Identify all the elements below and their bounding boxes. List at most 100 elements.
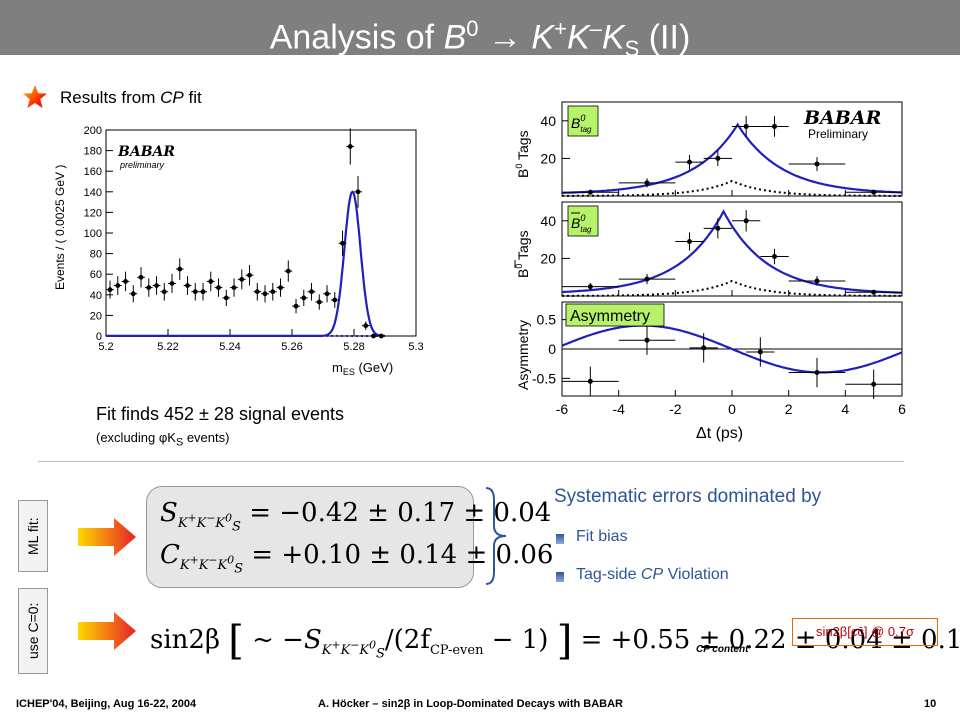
mid-ylabel: B0 Tags — [514, 230, 531, 278]
cp-content-note: CP content — [696, 644, 749, 655]
dt-xtick-label: -4 — [612, 401, 625, 417]
mes-data-point — [293, 303, 299, 309]
mes-xtick-label: 5.24 — [219, 341, 240, 353]
dt-xtick-label: -2 — [669, 401, 682, 417]
top-data-point — [687, 159, 692, 165]
mes-xlabel: mES (GeV) — [332, 360, 393, 377]
asym-data-point — [871, 381, 877, 387]
mid-fit-curve — [562, 209, 902, 294]
mes-data-point — [262, 291, 268, 297]
mid-data-point — [871, 289, 877, 295]
asym-ylabel: Asymmetry — [515, 320, 531, 390]
star-icon — [23, 85, 47, 108]
top-ytick-label: 40 — [540, 113, 556, 129]
asym-data-point — [757, 349, 763, 355]
sin2beta-charmonium-box: sin2β[cc̄] @ 0.7σ — [792, 618, 938, 646]
mes-ytick-label: 120 — [84, 207, 102, 219]
mid-data-point — [743, 218, 749, 224]
use-c0-label: use C=0: — [18, 588, 48, 674]
top-data-point — [715, 155, 721, 161]
mes-data-point — [363, 323, 369, 329]
mes-data-point — [146, 285, 152, 290]
mes-data-point — [378, 333, 384, 339]
fit-summary: Fit finds 452 ± 28 signal events — [96, 404, 345, 424]
top-ylabel: B0 Tags — [514, 130, 531, 178]
dt-xlabel: Δt (ps) — [696, 425, 743, 442]
mes-data-point — [231, 285, 237, 290]
mes-data-point — [169, 281, 175, 286]
mid-data-point — [644, 276, 650, 282]
asym-ytick-label: 0 — [548, 341, 556, 357]
babar-logo-sub: preliminary — [119, 160, 165, 170]
mes-ytick-label: 40 — [90, 290, 102, 302]
mes-data-point — [192, 289, 198, 295]
top-data-point — [871, 189, 877, 195]
deltat-chart: 20 40 20 40 0.5 0 -0.5-6 -4 -2 0 2 4 6 BABAR Prelimi… — [514, 101, 906, 442]
footer-author: A. Höcker – sin2β in Loop-Dominated Deca… — [318, 698, 623, 710]
top-data-point — [772, 123, 777, 129]
results-heading: Results from CP fit — [60, 88, 202, 107]
systematics-item-tag-side: Tag-side CP Violation — [576, 566, 729, 583]
mes-ytick-label: 140 — [84, 187, 102, 199]
mes-data-point — [347, 144, 353, 149]
fit-summary-note: (excluding φKS events) — [96, 430, 230, 449]
section-divider — [38, 461, 904, 462]
mes-data-point — [216, 285, 221, 290]
mes-data-point — [371, 333, 376, 339]
mid-background-curve — [562, 279, 902, 297]
mes-data-point — [154, 283, 159, 288]
top-fit-curve — [562, 122, 903, 194]
asym-data-point — [587, 378, 593, 384]
mes-data-point — [247, 272, 252, 278]
systematics-item-fit-bias: Fit bias — [576, 528, 628, 545]
mes-xtick-label: 5.2 — [98, 341, 113, 353]
mes-data-point — [316, 299, 322, 305]
tag-box-b0: B0 tag — [571, 113, 592, 134]
mes-data-point — [340, 240, 345, 246]
tag-box-b0bar: B0 tag — [571, 213, 592, 234]
sin2beta-equation: sin2β [ ~ −SK+K−K0S/(2fCP-even − 1) ] = … — [150, 618, 960, 664]
mes-data-point — [285, 268, 291, 274]
mes-data-point — [177, 266, 183, 272]
mes-data-point — [309, 289, 314, 295]
asym-data-point — [814, 370, 820, 375]
mes-data-point — [355, 189, 361, 195]
dt-xtick-label: 2 — [785, 401, 793, 417]
curly-brace — [485, 487, 507, 585]
bullet-icon-2 — [556, 572, 564, 582]
top-data-point — [587, 189, 593, 195]
mes-data-point — [115, 283, 121, 288]
asym-ytick-label: -0.5 — [532, 370, 556, 386]
mes-ytick-label: 100 — [84, 228, 102, 240]
mes-xtick-label: 5.3 — [408, 341, 423, 353]
ml-fit-label: ML fit: — [18, 500, 48, 572]
mes-data-point — [254, 289, 260, 295]
top-ytick-label: 20 — [540, 150, 556, 166]
mes-ytick-label: 80 — [90, 249, 102, 261]
mid-data-point — [687, 238, 692, 244]
dt-xtick-label: -6 — [556, 401, 569, 417]
dt-xtick-label: 4 — [841, 401, 849, 417]
mes-ytick-label: 160 — [84, 166, 102, 178]
top-background-curve — [562, 179, 902, 197]
mes-ytick-label: 60 — [90, 269, 102, 281]
babar-logo: BABAR — [117, 144, 175, 160]
mid-data-point — [715, 225, 721, 231]
mes-data-point — [107, 287, 113, 293]
mes-ytick-label: 20 — [90, 310, 102, 322]
footer-conference: ICHEP'04, Beijing, Aug 16-22, 2004 — [16, 698, 197, 710]
asym-fit-curve — [561, 324, 903, 374]
mes-data-point — [123, 279, 128, 284]
mes-ylabel: Events / ( 0.0025 GeV ) — [53, 165, 67, 290]
equation-box — [146, 486, 474, 588]
asym-data-point — [644, 337, 650, 343]
mid-data-point — [814, 278, 820, 284]
mes-data-point — [161, 289, 167, 295]
c-equation: CK+K−K0S = +0.10 ± 0.14 ± 0.06 — [160, 540, 554, 577]
arrow-icon-2 — [78, 612, 136, 650]
bullet-icon — [556, 534, 564, 544]
mes-data-point — [185, 283, 190, 288]
babar-logo-right-sub: Preliminary — [808, 127, 868, 141]
footer-page-number: 10 — [924, 698, 937, 710]
arrow-icon — [78, 518, 136, 556]
